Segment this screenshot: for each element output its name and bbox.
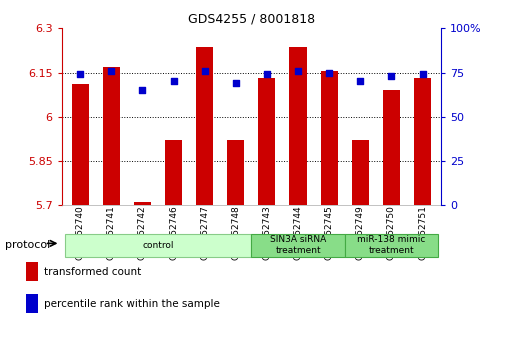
- Point: [263, 72, 271, 77]
- Text: transformed count: transformed count: [44, 267, 141, 277]
- Point: [325, 70, 333, 75]
- Point: [387, 73, 396, 79]
- Bar: [414, 79, 431, 205]
- Point: [232, 80, 240, 86]
- Bar: [251, 234, 345, 257]
- Bar: [289, 47, 307, 205]
- Point: [201, 68, 209, 74]
- Text: control: control: [142, 241, 174, 250]
- Bar: [65, 234, 251, 257]
- Bar: [345, 234, 438, 257]
- Text: SIN3A siRNA
treatment: SIN3A siRNA treatment: [270, 235, 326, 255]
- Bar: [321, 71, 338, 205]
- Bar: [196, 47, 213, 205]
- Title: GDS4255 / 8001818: GDS4255 / 8001818: [188, 13, 315, 26]
- Point: [294, 68, 302, 74]
- Point: [76, 72, 84, 77]
- Point: [107, 68, 115, 74]
- Bar: [259, 79, 275, 205]
- Bar: [103, 67, 120, 205]
- Bar: [227, 141, 244, 205]
- Point: [356, 79, 364, 84]
- Point: [419, 72, 427, 77]
- Bar: [352, 141, 369, 205]
- Text: miR-138 mimic
treatment: miR-138 mimic treatment: [357, 235, 426, 255]
- Text: protocol: protocol: [5, 240, 50, 250]
- Text: percentile rank within the sample: percentile rank within the sample: [44, 299, 220, 309]
- Bar: [72, 84, 89, 205]
- Point: [139, 87, 147, 93]
- Bar: [134, 202, 151, 205]
- Bar: [383, 90, 400, 205]
- Bar: [165, 141, 182, 205]
- Point: [169, 79, 177, 84]
